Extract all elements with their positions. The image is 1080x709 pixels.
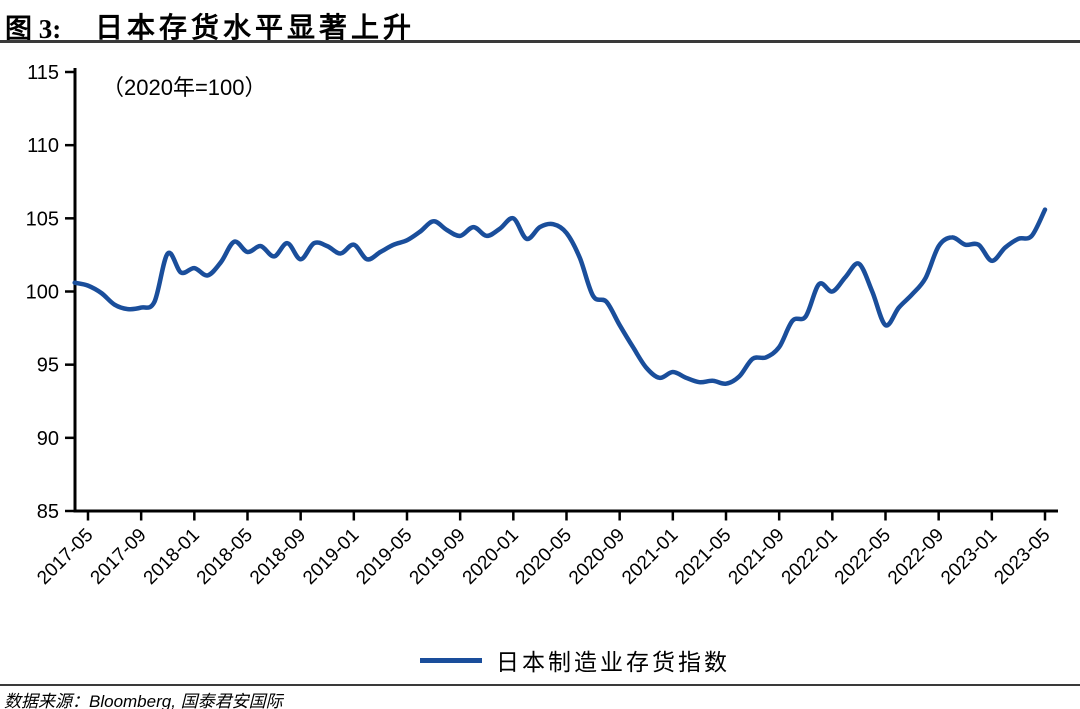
x-tick-label: 2020-05 [512,525,576,589]
x-tick-label: 2017-09 [87,525,151,589]
x-tick-label: 2018-05 [193,525,257,589]
x-tick-label: 2017-05 [33,525,97,589]
x-tick-label: 2019-01 [299,525,363,589]
y-tick-label: 85 [37,501,59,523]
axis-unit-annotation: （2020年=100） [102,75,267,100]
x-tick-label: 2019-05 [352,525,416,589]
x-tick-label: 2021-01 [618,525,682,589]
series-line-japan-manufacturing-inventory-index [72,207,1048,387]
x-tick-label: 2018-09 [246,525,310,589]
x-tick-label: 2018-01 [140,525,204,589]
legend-line-swatch [420,657,482,663]
y-tick-label: 110 [27,135,59,157]
legend-series-label: 日本制造业存货指数 [496,650,730,675]
x-tick-label: 2020-09 [565,525,629,589]
y-tick-label: 100 [26,282,59,304]
x-tick-label: 2019-09 [406,525,470,589]
y-tick-label: 90 [37,428,59,450]
data-source-note: 数据来源：Bloomberg, 国泰君安国际 [4,692,283,709]
x-tick-label: 2020-01 [459,525,523,589]
footer-divider [0,684,1080,686]
chart-legend: 日本制造业存货指数 [70,644,1080,676]
y-tick-label: 105 [26,208,59,230]
x-tick-label: 2023-01 [937,525,1001,589]
x-tick-label: 2021-09 [725,525,789,589]
x-tick-label: 2023-05 [990,525,1054,589]
x-tick-label: 2022-05 [831,525,895,589]
figure-number: 图 3: [5,14,62,44]
header-divider [0,40,1080,43]
figure-header: 图 3: 日本存货水平显著上升 [0,4,1080,44]
x-tick-label: 2021-05 [671,525,735,589]
x-tick-label: 2022-09 [884,525,948,589]
y-tick-label: 115 [27,62,59,84]
figure-title: 日本存货水平显著上升 [95,13,416,44]
x-tick-label: 2022-01 [778,525,842,589]
y-tick-label: 95 [37,355,59,377]
